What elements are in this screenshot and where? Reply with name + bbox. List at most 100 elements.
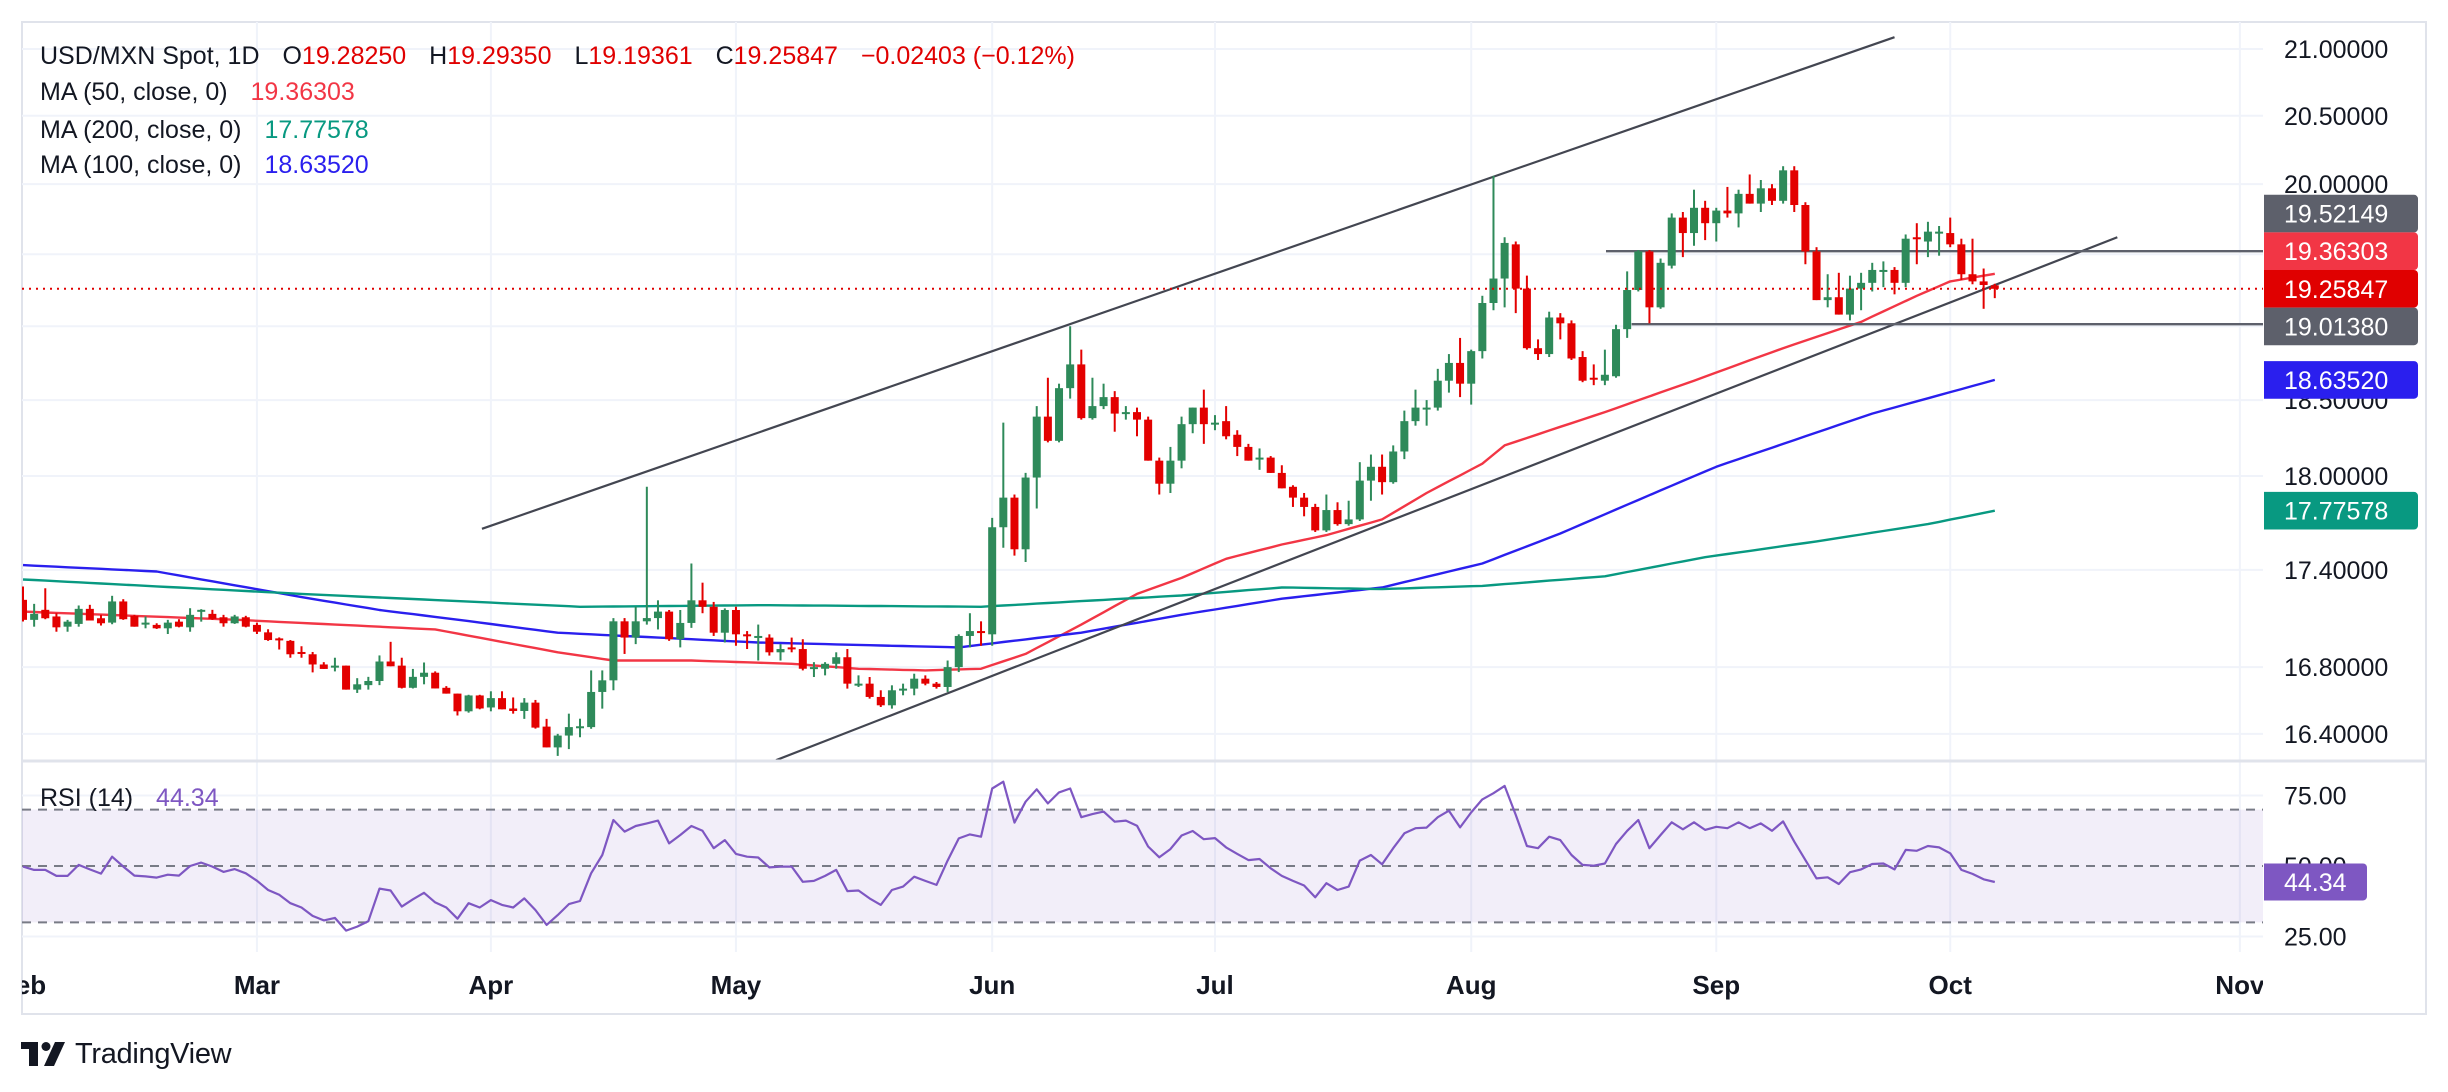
- candle-up[interactable]: [576, 718, 584, 738]
- candle-down[interactable]: [85, 604, 94, 621]
- candle-down[interactable]: [1812, 247, 1821, 301]
- candle-down[interactable]: [342, 665, 351, 690]
- candle-down[interactable]: [509, 697, 518, 714]
- candle-up[interactable]: [854, 675, 863, 687]
- candle-up[interactable]: [1868, 262, 1877, 292]
- price-label-badge[interactable]: 19.25847: [2264, 270, 2418, 308]
- candle-down[interactable]: [1378, 454, 1387, 495]
- candle-down[interactable]: [208, 609, 217, 620]
- candle-down[interactable]: [1645, 250, 1654, 324]
- candle-down[interactable]: [1155, 457, 1164, 495]
- candle-up[interactable]: [1400, 410, 1409, 460]
- candle-up[interactable]: [1478, 295, 1487, 359]
- candle-down[interactable]: [1244, 443, 1253, 461]
- candle-down[interactable]: [1511, 241, 1520, 314]
- candle-down[interactable]: [1890, 267, 1899, 295]
- candle-up[interactable]: [408, 668, 417, 689]
- candle-up[interactable]: [598, 670, 607, 709]
- candle-up[interactable]: [230, 614, 239, 624]
- candle-down[interactable]: [19, 586, 27, 622]
- candle-down[interactable]: [241, 615, 250, 628]
- candle-up[interactable]: [553, 733, 562, 756]
- candle-down[interactable]: [1767, 184, 1776, 206]
- candle-up[interactable]: [1756, 179, 1765, 212]
- candle-down[interactable]: [297, 646, 306, 658]
- candle-up[interactable]: [631, 606, 640, 645]
- candle-down[interactable]: [1556, 313, 1565, 340]
- candle-up[interactable]: [1433, 368, 1442, 411]
- candle-up[interactable]: [30, 603, 39, 627]
- candle-up[interactable]: [1845, 275, 1854, 321]
- candle-down[interactable]: [1990, 283, 1999, 299]
- candle-up[interactable]: [353, 678, 362, 693]
- candle-down[interactable]: [1723, 186, 1732, 218]
- candle-up[interactable]: [1366, 454, 1375, 501]
- candle-down[interactable]: [96, 614, 105, 626]
- candle-down[interactable]: [152, 623, 161, 629]
- candle-down[interactable]: [475, 694, 484, 710]
- candle-down[interactable]: [743, 631, 752, 650]
- candle-down[interactable]: [1333, 502, 1342, 526]
- candle-up[interactable]: [1099, 383, 1108, 410]
- candle-up[interactable]: [197, 609, 206, 622]
- candle-up[interactable]: [1690, 189, 1698, 246]
- candle-up[interactable]: [108, 595, 117, 625]
- candle-up[interactable]: [1088, 377, 1097, 420]
- candle-up[interactable]: [1355, 462, 1364, 521]
- candle-up[interactable]: [1823, 274, 1832, 308]
- candle-up[interactable]: [1467, 349, 1476, 405]
- candle-down[interactable]: [41, 588, 50, 620]
- candle-up[interactable]: [887, 685, 896, 709]
- candle-up[interactable]: [687, 563, 696, 628]
- symbol-title[interactable]: USD/MXN Spot, 1D: [40, 42, 260, 70]
- candle-down[interactable]: [798, 639, 807, 671]
- candle-up[interactable]: [988, 517, 997, 646]
- candle-up[interactable]: [141, 616, 150, 629]
- candle-up[interactable]: [1389, 445, 1398, 484]
- candle-up[interactable]: [943, 660, 952, 692]
- candle-up[interactable]: [1623, 271, 1632, 338]
- candle-down[interactable]: [174, 619, 183, 628]
- candle-down[interactable]: [1801, 202, 1810, 265]
- price-label-badge[interactable]: 19.01380: [2264, 307, 2418, 346]
- candle-up[interactable]: [564, 713, 573, 750]
- candle-up[interactable]: [653, 600, 662, 630]
- candle-down[interactable]: [275, 637, 284, 650]
- candle-down[interactable]: [932, 681, 941, 689]
- ma50-label[interactable]: MA (50, close, 0): [40, 78, 228, 106]
- candle-up[interactable]: [676, 609, 685, 648]
- moving-average-line-ma200[interactable]: [22, 509, 1996, 608]
- price-label-badge[interactable]: 17.77578: [2264, 491, 2418, 530]
- candle-down[interactable]: [453, 693, 462, 716]
- candle-down[interactable]: [1534, 339, 1543, 360]
- candle-down[interactable]: [1311, 503, 1320, 532]
- candle-up[interactable]: [1600, 349, 1609, 386]
- candle-down[interactable]: [319, 662, 328, 669]
- candle-up[interactable]: [1656, 258, 1665, 309]
- candle-up[interactable]: [1411, 389, 1420, 426]
- candle-up[interactable]: [330, 657, 339, 672]
- candle-down[interactable]: [1043, 377, 1052, 443]
- candle-up[interactable]: [954, 634, 963, 673]
- candle-down[interactable]: [843, 649, 852, 689]
- candle-up[interactable]: [1322, 494, 1331, 532]
- candle-down[interactable]: [386, 641, 395, 667]
- candle-down[interactable]: [252, 622, 261, 635]
- ma50-legend[interactable]: MA (50, close, 0) 19.36303: [40, 77, 355, 107]
- candle-up[interactable]: [1612, 324, 1621, 378]
- candle-up[interactable]: [1066, 326, 1075, 399]
- candle-up[interactable]: [999, 422, 1008, 548]
- candle-down[interactable]: [1790, 166, 1799, 212]
- candle-up[interactable]: [1344, 500, 1353, 526]
- candle-down[interactable]: [1522, 275, 1531, 350]
- candle-up[interactable]: [375, 655, 384, 686]
- candle-down[interactable]: [308, 651, 317, 673]
- candle-down[interactable]: [286, 640, 295, 658]
- candle-up[interactable]: [1188, 407, 1197, 434]
- price-label-badge[interactable]: 19.52149: [2264, 194, 2418, 233]
- candle-down[interactable]: [1456, 337, 1465, 398]
- candle-up[interactable]: [910, 673, 919, 696]
- rsi-value-badge[interactable]: 44.34: [2264, 863, 2367, 901]
- candle-down[interactable]: [620, 618, 629, 654]
